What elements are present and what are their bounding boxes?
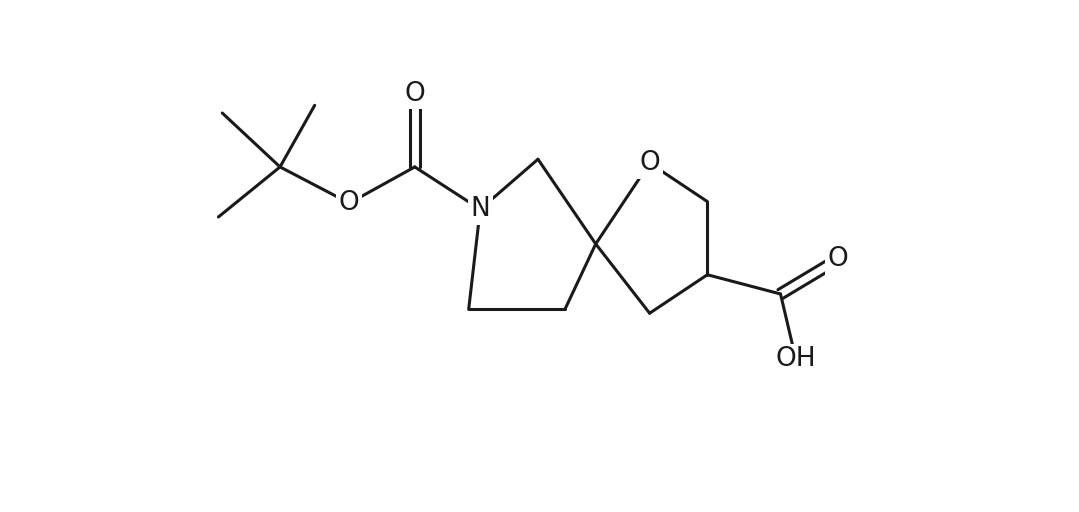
Text: OH: OH bbox=[776, 347, 816, 372]
Text: O: O bbox=[639, 150, 660, 176]
Text: N: N bbox=[470, 196, 490, 222]
Text: O: O bbox=[828, 246, 849, 272]
Text: O: O bbox=[405, 81, 425, 107]
Text: O: O bbox=[339, 190, 359, 216]
